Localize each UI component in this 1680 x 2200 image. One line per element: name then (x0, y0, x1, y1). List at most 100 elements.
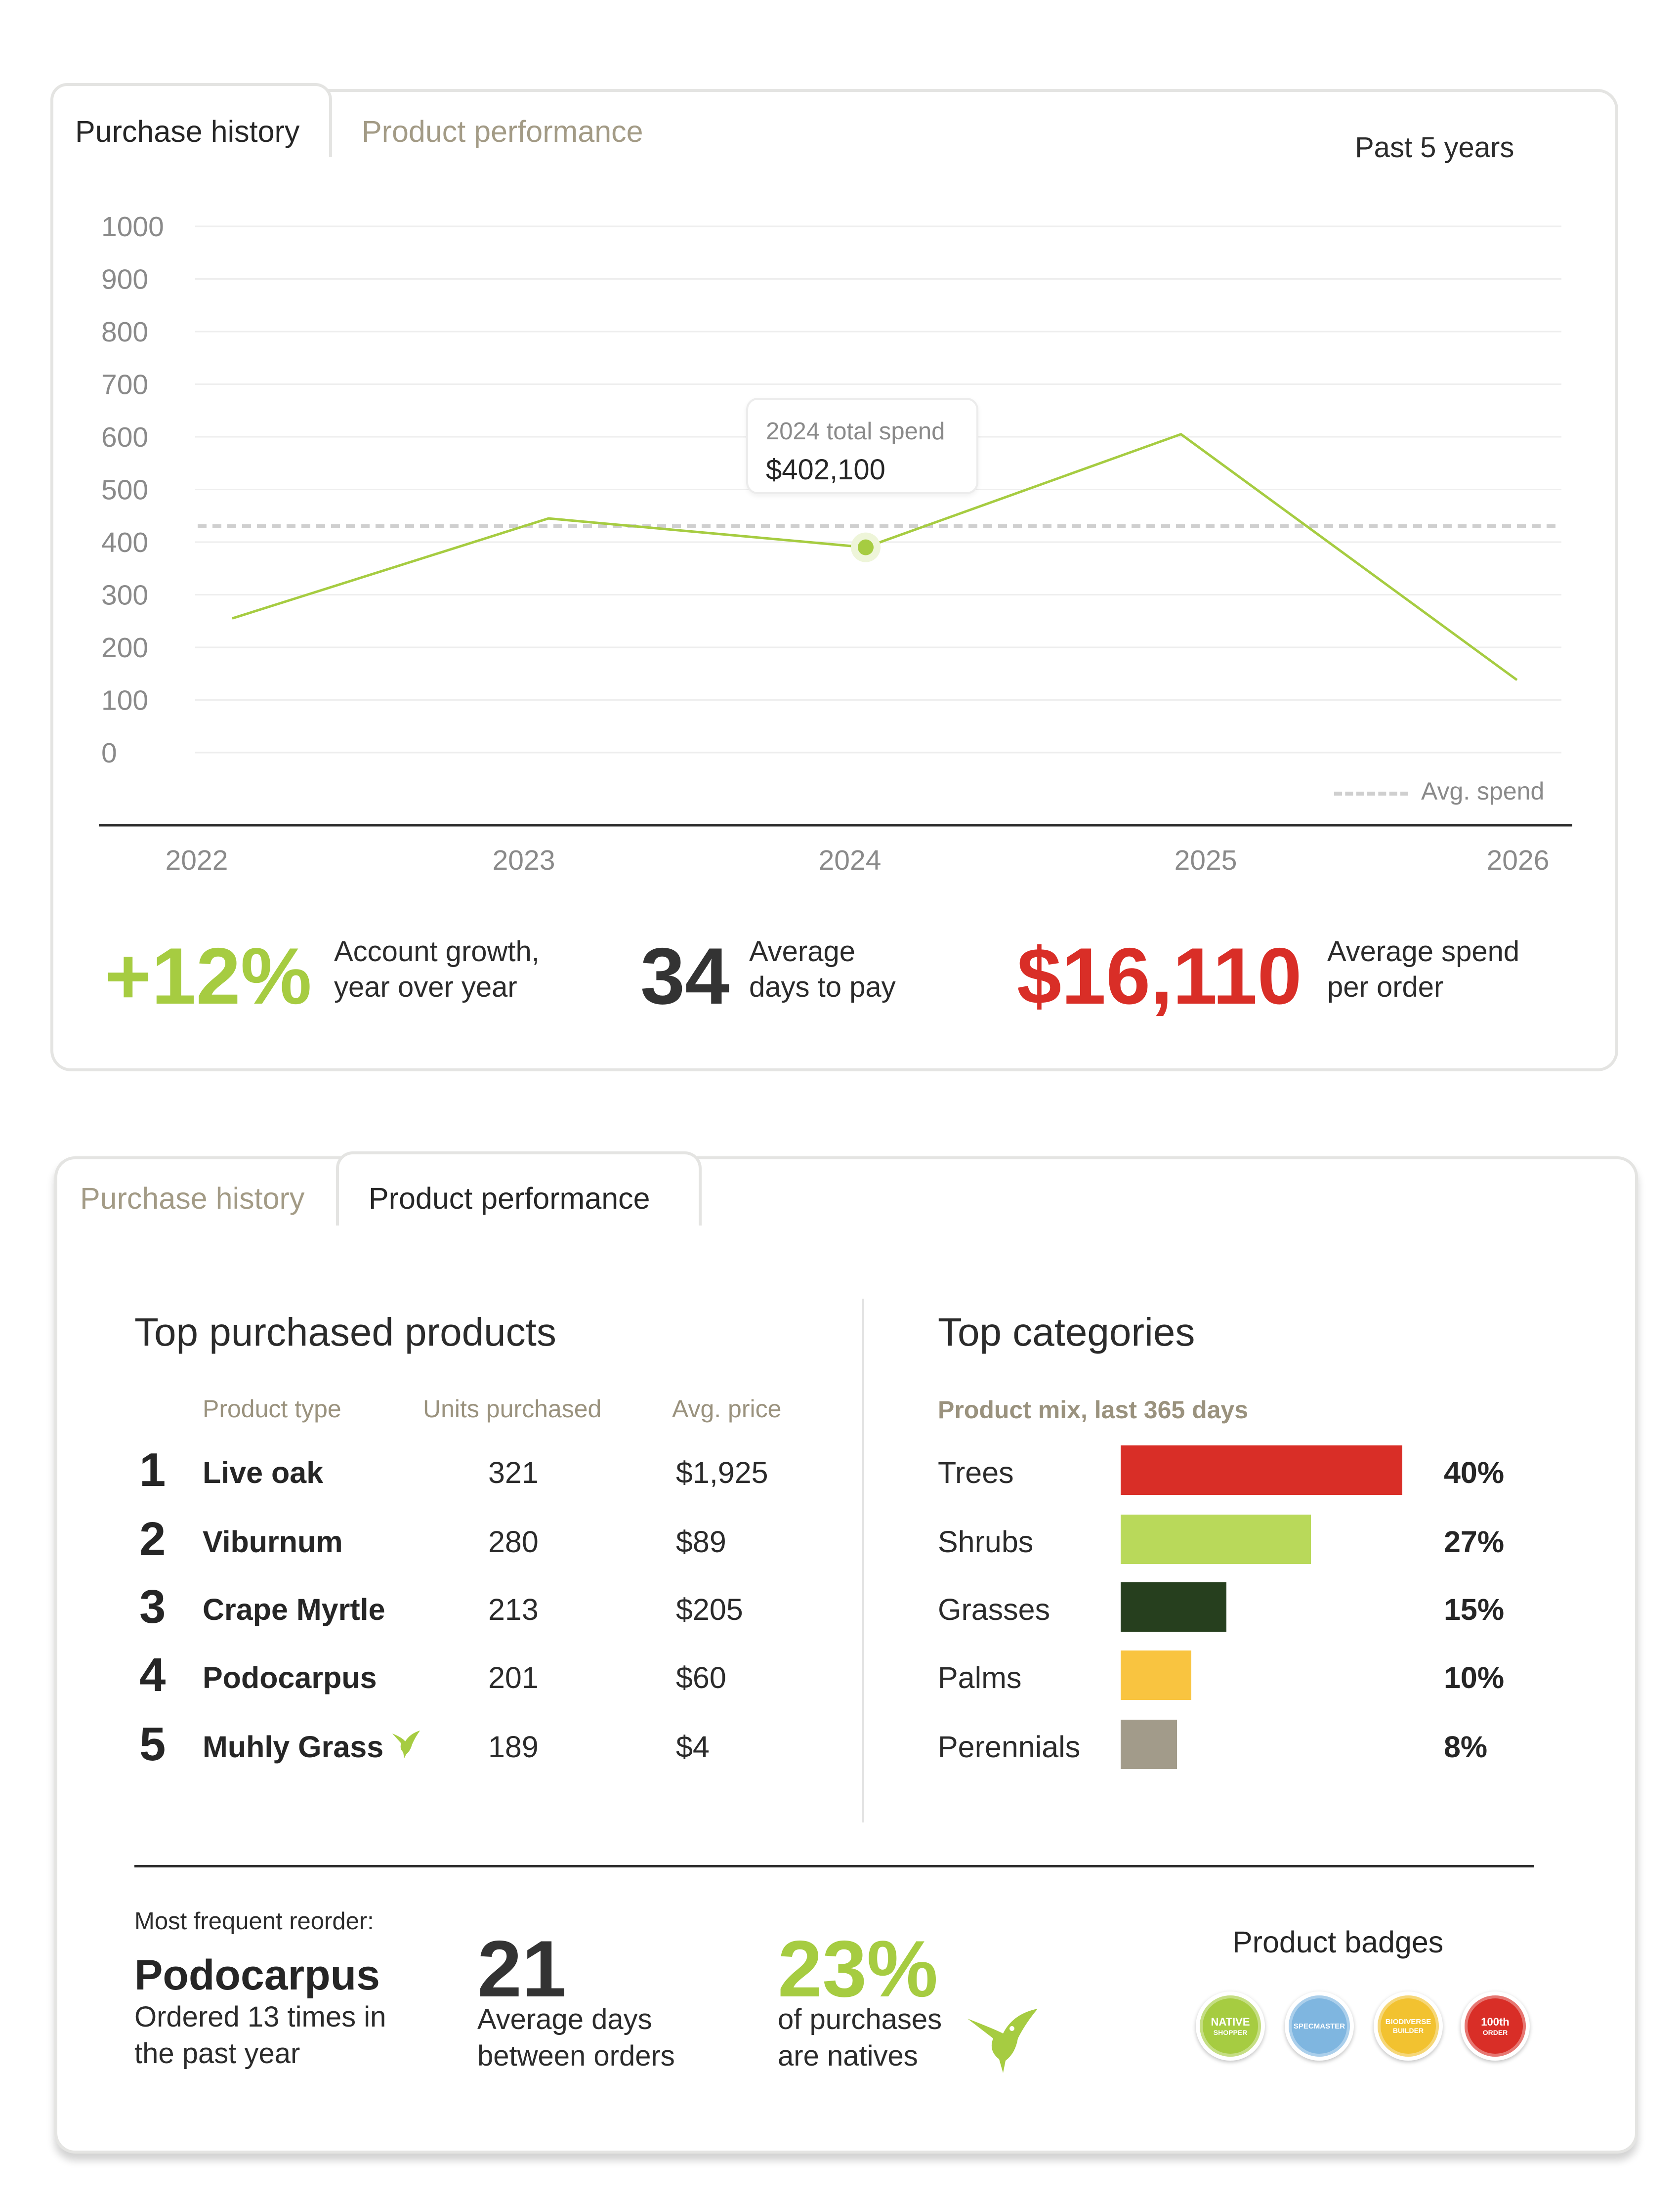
product-price: $1,925 (676, 1456, 768, 1489)
tab-active-background (336, 1151, 702, 1226)
product-rank: 1 (139, 1443, 166, 1496)
tab-product-performance[interactable]: Product performance (362, 115, 643, 148)
product-name: Live oak (203, 1456, 324, 1489)
category-name: Trees (938, 1456, 1014, 1489)
growth-label: Account growth, year over year (334, 934, 540, 1005)
section-divider (134, 1865, 1534, 1867)
reorder-product: Podocarpus (134, 1951, 380, 1999)
growth-label-line1: Account growth, (334, 935, 540, 968)
growth-value: +12% (105, 931, 312, 1021)
chart-tooltip: 2024 total spend $402,100 (746, 398, 978, 494)
native-hummingbird-icon (392, 1731, 420, 1758)
y-tick-label: 1000 (101, 211, 164, 243)
product-price: $205 (676, 1593, 743, 1626)
natives-line1: of purchases (778, 2003, 942, 2035)
product-rank: 4 (139, 1649, 166, 1701)
tooltip-value: $402,100 (766, 454, 885, 486)
natives-line2: are natives (778, 2040, 918, 2072)
legend-label: Avg. spend (1421, 777, 1545, 805)
avg-spend-label: Average spend per order (1327, 934, 1519, 1005)
x-tick-label: 2025 (1175, 845, 1237, 876)
product-price: $89 (676, 1525, 726, 1559)
y-tick-label: 700 (101, 369, 148, 401)
y-tick-label: 100 (101, 685, 148, 717)
days-to-pay-line2: days to pay (749, 971, 896, 1003)
avg-spend-value: $16,110 (1017, 931, 1302, 1021)
category-percent: 10% (1444, 1661, 1505, 1694)
category-bar (1121, 1582, 1226, 1632)
purchase-history-card (50, 89, 1618, 1071)
category-name: Grasses (938, 1593, 1050, 1626)
col-avg-price: Avg. price (672, 1395, 782, 1423)
product-performance-card (54, 1156, 1638, 2154)
y-tick-label: 400 (101, 527, 148, 558)
highlight-point (858, 539, 874, 555)
product-rank: 2 (139, 1513, 166, 1565)
category-name: Shrubs (938, 1525, 1034, 1559)
avg-spend-line2: per order (1327, 971, 1444, 1003)
product-badge-icon[interactable]: BIODIVERSE BUILDER (1374, 1991, 1443, 2061)
natives-label: of purchases are natives (778, 2001, 942, 2074)
product-name: Podocarpus (203, 1661, 377, 1694)
days-between-line1: Average days (477, 2003, 652, 2035)
natives-value: 23% (778, 1924, 938, 2014)
reorder-detail-line1: Ordered 13 times in (134, 2001, 386, 2033)
x-tick-label: 2024 (819, 845, 882, 876)
hummingbird-icon (967, 2009, 1038, 2073)
days-between-line2: between orders (477, 2040, 675, 2072)
product-units: 321 (488, 1456, 539, 1489)
product-badge-icon[interactable]: 100th ORDER (1461, 1991, 1530, 2061)
reorder-detail: Ordered 13 times in the past year (134, 1999, 386, 2072)
days-to-pay-line1: Average (749, 935, 855, 968)
tab-purchase-history[interactable]: Purchase history (80, 1182, 305, 1215)
badge-text: BIODIVERSE (1385, 2018, 1431, 2026)
product-badge-icon[interactable]: SPECMASTER (1285, 1991, 1354, 2061)
days-to-pay-value: 34 (640, 931, 730, 1021)
y-tick-label: 800 (101, 316, 148, 348)
product-name: Crape Myrtle (203, 1593, 385, 1626)
tooltip-title: 2024 total spend (766, 418, 945, 445)
product-rank: 5 (139, 1718, 166, 1771)
badge-text: NATIVE (1211, 2015, 1250, 2028)
days-between-orders-value: 21 (477, 1924, 567, 2014)
legend-dash-swatch (1334, 792, 1408, 796)
growth-label-line2: year over year (334, 971, 517, 1003)
category-percent: 40% (1444, 1456, 1505, 1489)
product-price: $4 (676, 1730, 710, 1764)
badge-text: ORDER (1482, 2028, 1508, 2036)
col-product-type: Product type (203, 1395, 341, 1423)
product-units: 280 (488, 1525, 539, 1559)
category-bar (1121, 1650, 1191, 1700)
category-name: Palms (938, 1661, 1022, 1694)
badge-text: SPECMASTER (1293, 2022, 1345, 2031)
product-badge-icon[interactable]: NATIVE SHOPPER (1196, 1991, 1265, 2061)
period-selector[interactable]: Past 5 years (1355, 131, 1514, 164)
y-tick-label: 300 (101, 580, 148, 611)
top-products-title: Top purchased products (134, 1310, 556, 1354)
days-to-pay-label: Average days to pay (749, 934, 896, 1005)
y-tick-label: 500 (101, 474, 148, 506)
x-tick-label: 2022 (166, 845, 228, 876)
category-bar (1121, 1720, 1177, 1769)
badge-text: 100th (1481, 2015, 1510, 2028)
avg-spend-line1: Average spend (1327, 935, 1520, 968)
category-bar (1121, 1445, 1402, 1495)
tab-product-performance[interactable]: Product performance (369, 1182, 650, 1215)
product-rank: 3 (139, 1580, 166, 1633)
product-units: 201 (488, 1661, 539, 1694)
y-tick-label: 0 (101, 737, 117, 769)
days-between-orders-label: Average days between orders (477, 2001, 675, 2074)
x-tick-label: 2026 (1487, 845, 1550, 876)
x-tick-label: 2023 (493, 845, 555, 876)
tab-purchase-history[interactable]: Purchase history (75, 115, 300, 148)
reorder-detail-line2: the past year (134, 2037, 300, 2070)
product-name: Muhly Grass (203, 1730, 384, 1764)
y-tick-label: 200 (101, 632, 148, 664)
y-tick-label: 900 (101, 264, 148, 296)
product-units: 189 (488, 1730, 539, 1764)
category-percent: 15% (1444, 1593, 1505, 1626)
product-units: 213 (488, 1593, 539, 1626)
categories-subtitle: Product mix, last 365 days (938, 1396, 1249, 1424)
product-name: Viburnum (203, 1525, 343, 1559)
category-percent: 8% (1444, 1730, 1488, 1764)
